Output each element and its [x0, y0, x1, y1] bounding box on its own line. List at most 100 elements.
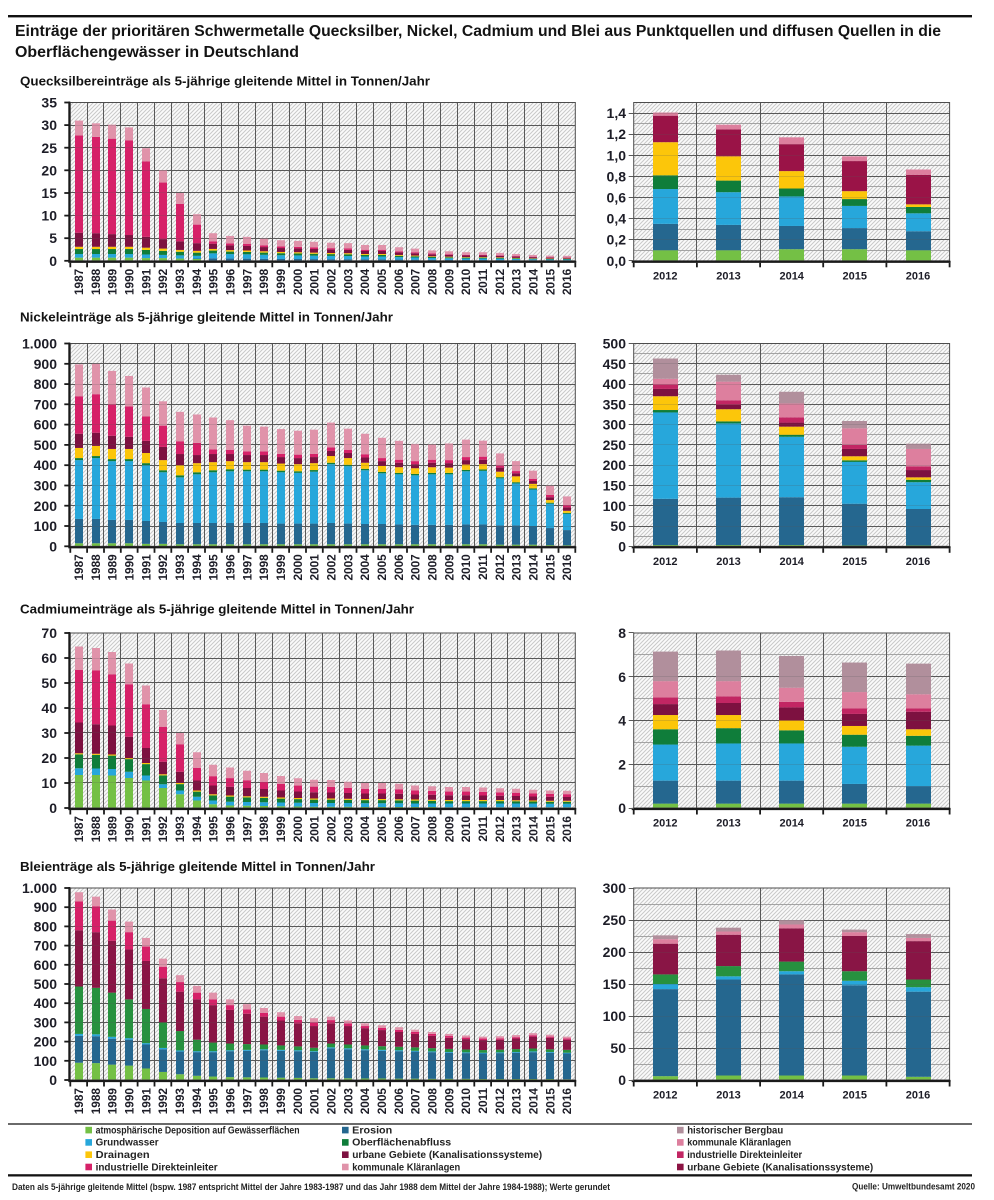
- svg-text:2015: 2015: [543, 268, 557, 295]
- svg-text:historischer Bergbau: historischer Bergbau: [687, 1125, 783, 1136]
- svg-text:2013: 2013: [510, 1088, 524, 1115]
- svg-text:Bleienträge als 5-jährige glei: Bleienträge als 5-jährige gleitende Mitt…: [20, 859, 375, 874]
- svg-text:2005: 2005: [375, 554, 389, 581]
- svg-text:2005: 2005: [375, 268, 389, 295]
- svg-text:30: 30: [41, 725, 57, 741]
- svg-text:2016: 2016: [560, 816, 574, 843]
- svg-text:15: 15: [41, 185, 57, 201]
- svg-text:2005: 2005: [375, 816, 389, 843]
- svg-text:atmosphärische Deposition auf: atmosphärische Deposition auf Gewässerfl…: [96, 1125, 300, 1136]
- svg-text:2013: 2013: [510, 816, 524, 843]
- svg-text:1999: 1999: [274, 816, 288, 843]
- svg-text:300: 300: [603, 417, 627, 433]
- svg-text:2004: 2004: [358, 1088, 372, 1115]
- svg-text:800: 800: [34, 918, 58, 934]
- svg-text:200: 200: [34, 1034, 58, 1050]
- svg-text:1,2: 1,2: [607, 126, 627, 142]
- svg-text:300: 300: [34, 478, 58, 494]
- svg-text:2014: 2014: [779, 1090, 804, 1102]
- svg-text:2012: 2012: [493, 816, 507, 843]
- svg-text:0: 0: [618, 538, 626, 554]
- svg-text:1991: 1991: [139, 268, 153, 295]
- svg-text:2008: 2008: [426, 268, 440, 295]
- svg-text:2002: 2002: [325, 268, 339, 295]
- svg-text:1992: 1992: [156, 268, 170, 295]
- svg-text:2006: 2006: [392, 554, 406, 581]
- svg-text:1987: 1987: [72, 1088, 86, 1115]
- svg-text:1988: 1988: [89, 1088, 103, 1115]
- svg-text:1989: 1989: [106, 1088, 120, 1115]
- svg-text:1992: 1992: [156, 1088, 170, 1115]
- svg-text:1996: 1996: [224, 816, 238, 843]
- svg-text:2015: 2015: [843, 556, 867, 568]
- svg-text:2003: 2003: [341, 1088, 355, 1115]
- svg-text:2003: 2003: [341, 268, 355, 295]
- svg-text:Cadmiumeinträge als 5-jährige: Cadmiumeinträge als 5-jährige gleitende …: [20, 602, 414, 617]
- svg-text:1990: 1990: [123, 554, 137, 581]
- svg-text:50: 50: [610, 518, 626, 534]
- svg-text:1992: 1992: [156, 554, 170, 581]
- svg-text:industrielle Direkteinleiter: industrielle Direkteinleiter: [96, 1162, 218, 1173]
- svg-text:1999: 1999: [274, 1088, 288, 1115]
- svg-text:2011: 2011: [476, 554, 490, 580]
- svg-text:1999: 1999: [274, 554, 288, 581]
- svg-text:0,0: 0,0: [607, 253, 627, 269]
- svg-text:1989: 1989: [106, 268, 120, 295]
- svg-text:20: 20: [41, 162, 57, 178]
- svg-text:400: 400: [34, 995, 58, 1011]
- svg-text:2012: 2012: [653, 818, 677, 830]
- svg-text:2010: 2010: [459, 554, 473, 581]
- svg-text:2000: 2000: [291, 1088, 305, 1115]
- svg-text:150: 150: [603, 976, 627, 992]
- svg-text:50: 50: [610, 1040, 626, 1056]
- svg-text:2015: 2015: [843, 1090, 867, 1102]
- svg-text:2014: 2014: [527, 816, 541, 843]
- svg-text:2009: 2009: [442, 1088, 456, 1115]
- svg-text:500: 500: [34, 437, 58, 453]
- svg-text:2012: 2012: [493, 554, 507, 581]
- svg-text:700: 700: [34, 396, 58, 412]
- svg-text:1997: 1997: [240, 554, 254, 581]
- svg-text:1988: 1988: [89, 268, 103, 295]
- svg-text:1997: 1997: [240, 1088, 254, 1115]
- svg-text:2012: 2012: [653, 1090, 677, 1102]
- svg-text:2007: 2007: [409, 268, 423, 295]
- svg-text:2010: 2010: [459, 1088, 473, 1115]
- svg-text:1.000: 1.000: [22, 880, 57, 896]
- svg-text:900: 900: [34, 356, 58, 372]
- svg-text:2012: 2012: [653, 270, 677, 282]
- svg-text:0: 0: [49, 1072, 57, 1088]
- svg-text:350: 350: [603, 396, 627, 412]
- svg-text:250: 250: [603, 437, 627, 453]
- svg-text:1997: 1997: [240, 268, 254, 295]
- svg-text:1,0: 1,0: [607, 147, 627, 163]
- svg-text:2014: 2014: [527, 554, 541, 581]
- svg-text:2008: 2008: [426, 816, 440, 843]
- svg-text:2013: 2013: [510, 554, 524, 581]
- svg-text:2000: 2000: [291, 816, 305, 843]
- svg-text:2013: 2013: [716, 270, 740, 282]
- svg-text:2009: 2009: [442, 816, 456, 843]
- svg-text:2016: 2016: [906, 270, 930, 282]
- svg-text:60: 60: [41, 650, 57, 666]
- svg-text:1992: 1992: [156, 816, 170, 843]
- svg-text:1998: 1998: [257, 816, 271, 843]
- svg-text:100: 100: [34, 1053, 58, 1069]
- svg-text:30: 30: [41, 117, 57, 133]
- svg-text:1995: 1995: [207, 816, 221, 843]
- svg-text:10: 10: [41, 775, 57, 791]
- svg-text:100: 100: [34, 518, 58, 534]
- svg-text:2011: 2011: [476, 1088, 490, 1114]
- svg-text:100: 100: [603, 498, 627, 514]
- svg-text:2013: 2013: [716, 818, 740, 830]
- svg-text:5: 5: [49, 230, 57, 246]
- svg-text:2006: 2006: [392, 816, 406, 843]
- svg-text:2: 2: [618, 756, 626, 772]
- svg-text:2015: 2015: [543, 816, 557, 843]
- svg-text:600: 600: [34, 957, 58, 973]
- svg-text:2014: 2014: [527, 268, 541, 295]
- svg-text:kommunale Kläranlagen: kommunale Kläranlagen: [352, 1162, 460, 1173]
- svg-text:2006: 2006: [392, 1088, 406, 1115]
- svg-text:2005: 2005: [375, 1088, 389, 1115]
- svg-text:Grundwasser: Grundwasser: [96, 1138, 159, 1149]
